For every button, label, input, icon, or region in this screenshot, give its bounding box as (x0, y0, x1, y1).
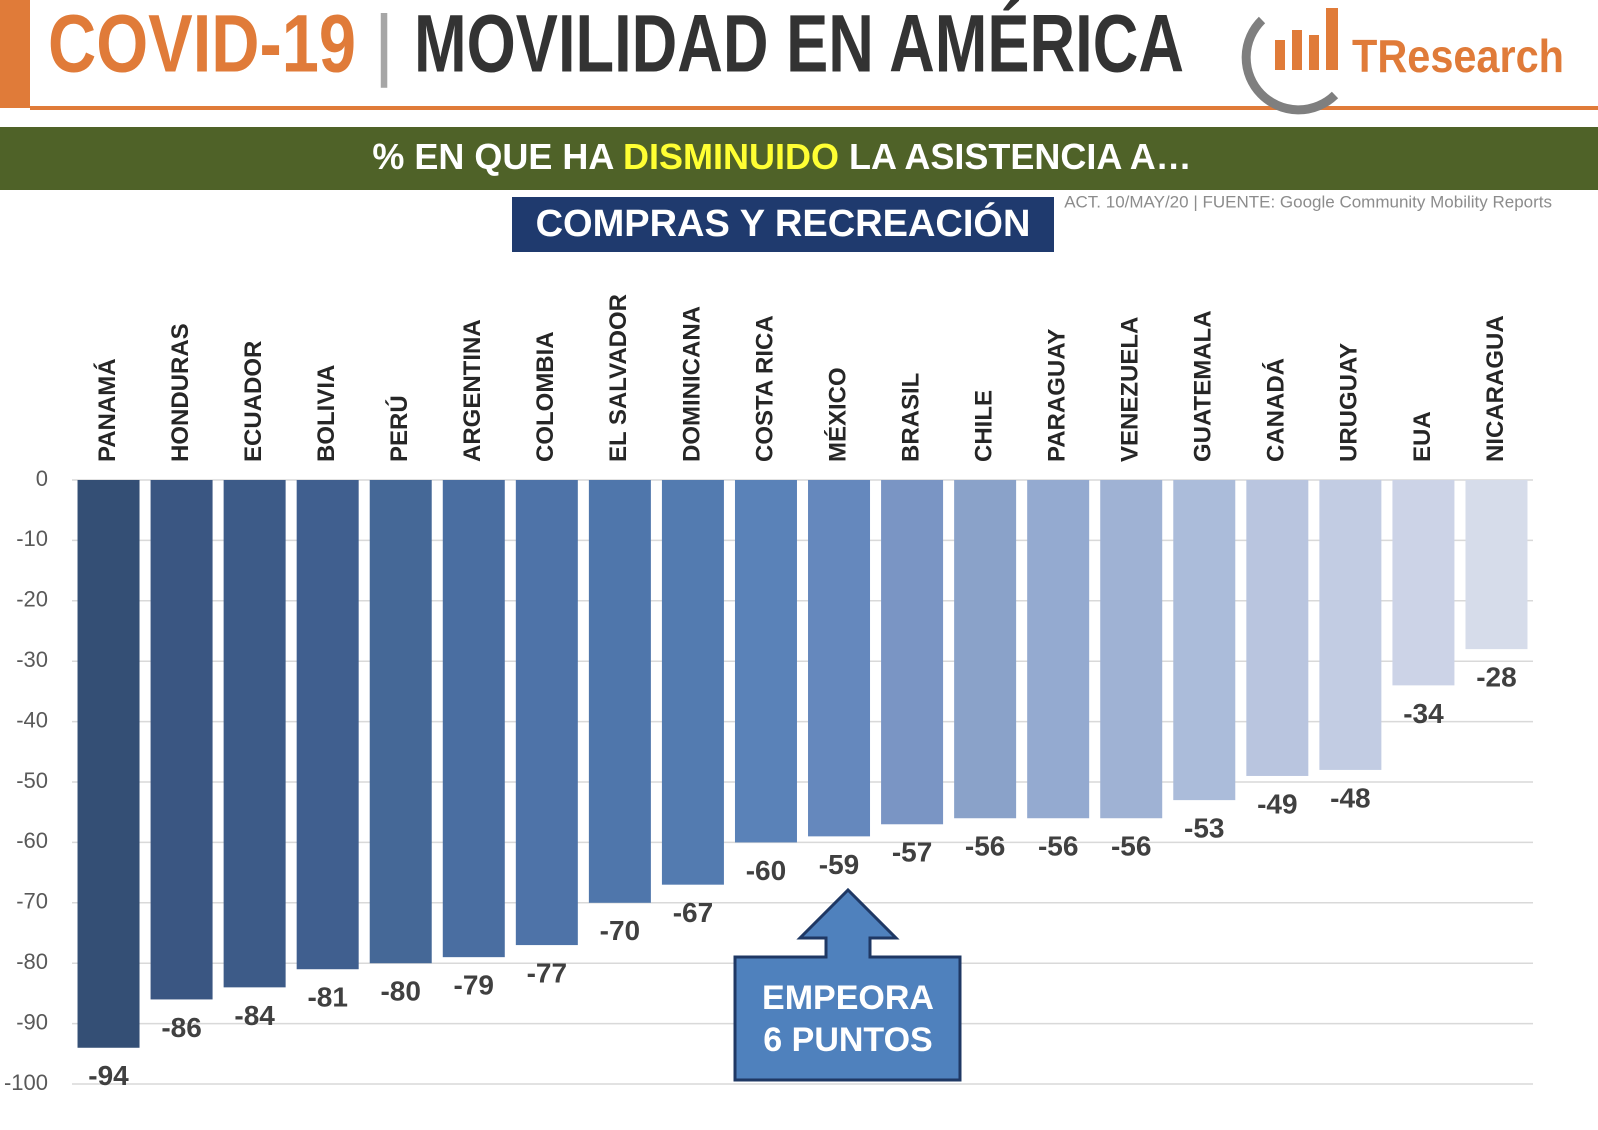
value-label: -86 (161, 1012, 201, 1043)
logo-text: TResearch (1352, 30, 1564, 82)
value-label: -67 (673, 897, 713, 928)
title-separator: | (374, 0, 395, 88)
x-tick-label: NICARAGUA (1482, 315, 1509, 462)
y-tick-label: -50 (16, 768, 48, 793)
value-label: -56 (965, 831, 1005, 862)
y-tick-label: 0 (36, 466, 48, 491)
x-tick-label: MÉXICO (823, 367, 851, 462)
value-label: -59 (819, 849, 859, 880)
bar (442, 480, 505, 958)
x-tick-label: ECUADOR (240, 341, 267, 462)
x-tick-label: BRASIL (897, 373, 924, 462)
x-tick-label: URUGUAY (1336, 343, 1363, 462)
x-tick-label: EL SALVADOR (605, 294, 632, 462)
value-label: -56 (1038, 831, 1078, 862)
bar (1392, 480, 1455, 686)
value-label: -48 (1330, 782, 1370, 813)
value-label: -28 (1476, 662, 1516, 693)
value-label: -94 (88, 1060, 129, 1091)
x-tick-label: COSTA RICA (751, 315, 778, 462)
bar (881, 480, 944, 825)
x-tick-label: VENEZUELA (1117, 317, 1144, 462)
value-label: -70 (600, 915, 640, 946)
chart-title-box (512, 197, 1054, 252)
title-right: MOVILIDAD EN AMÉRICA (414, 0, 1184, 90)
header-rule (30, 106, 1598, 110)
title-left: COVID-19 (48, 0, 356, 90)
subtitle: % EN QUE HA DISMINUIDO LA ASISTENCIA A… (372, 136, 1191, 177)
value-label: -60 (746, 855, 786, 886)
y-tick-label: -40 (16, 707, 48, 732)
x-tick-label: PARAGUAY (1044, 329, 1071, 462)
y-tick-label: -100 (4, 1070, 48, 1095)
value-label: -77 (527, 957, 567, 988)
y-tick-label: -60 (16, 828, 48, 853)
bar (1465, 480, 1528, 650)
annotation-line: 6 PUNTOS (763, 1021, 932, 1059)
bar (954, 480, 1017, 819)
plot: 0 -10 -20 -30 -40 -50 -60 -70 -80 -90 -100 PANAMÁ -9… (4, 294, 1533, 1095)
annotation-arrow (733, 887, 962, 1082)
value-label: -81 (307, 982, 347, 1013)
y-tick-label: -70 (16, 889, 48, 914)
x-tick-label: PERÚ (385, 395, 413, 462)
bar (150, 480, 213, 1000)
bar (223, 480, 286, 988)
bar (734, 480, 797, 843)
x-tick-label: EUA (1409, 411, 1436, 462)
value-label: -34 (1403, 698, 1444, 729)
source: ACT. 10/MAY/20 | FUENTE: Google Communit… (1064, 192, 1552, 211)
bar (515, 480, 578, 946)
x-tick-label: PANAMÁ (93, 358, 121, 462)
value-label: -80 (380, 976, 420, 1007)
y-tick-label: -10 (16, 526, 48, 551)
value-label: -49 (1257, 788, 1297, 819)
x-tick-label: COLOMBIA (532, 331, 559, 462)
x-tick-label: CANADÁ (1262, 358, 1290, 462)
bar (1173, 480, 1236, 801)
value-label: -84 (234, 1000, 275, 1031)
x-tick-label: HONDURAS (167, 323, 194, 462)
y-tick-label: -20 (16, 587, 48, 612)
value-label: -56 (1111, 831, 1151, 862)
subtitle-pre: % EN QUE HA (372, 136, 623, 177)
subtitle-post: LA ASISTENCIA A… (839, 136, 1192, 177)
bar (296, 480, 359, 970)
subtitle-highlight: DISMINUIDO (623, 136, 839, 177)
bar (661, 480, 724, 885)
y-tick-label: -30 (16, 647, 48, 672)
chart-title: COMPRAS Y RECREACIÓN (536, 201, 1031, 245)
x-tick-label: GUATEMALA (1190, 310, 1217, 462)
value-label: -53 (1184, 813, 1224, 844)
y-tick-label: -90 (16, 1009, 48, 1034)
bar (1027, 480, 1090, 819)
x-tick-label: BOLIVIA (313, 365, 340, 462)
x-tick-label: ARGENTINA (459, 319, 486, 462)
logo-icon (1241, 8, 1339, 115)
x-tick-label: CHILE (970, 390, 997, 462)
bar (369, 480, 432, 964)
bar (588, 480, 651, 903)
value-label: -79 (454, 970, 494, 1001)
bar (77, 480, 140, 1048)
bar (1246, 480, 1309, 776)
value-label: -57 (892, 837, 932, 868)
bar (1319, 480, 1382, 770)
bar (1100, 480, 1163, 819)
y-tick-label: -80 (16, 949, 48, 974)
subtitle-band (0, 127, 1598, 190)
annotation-line: EMPEORA (762, 979, 934, 1017)
x-tick-label: DOMINICANA (678, 306, 705, 462)
header-strip (0, 0, 30, 108)
bar (808, 480, 871, 837)
